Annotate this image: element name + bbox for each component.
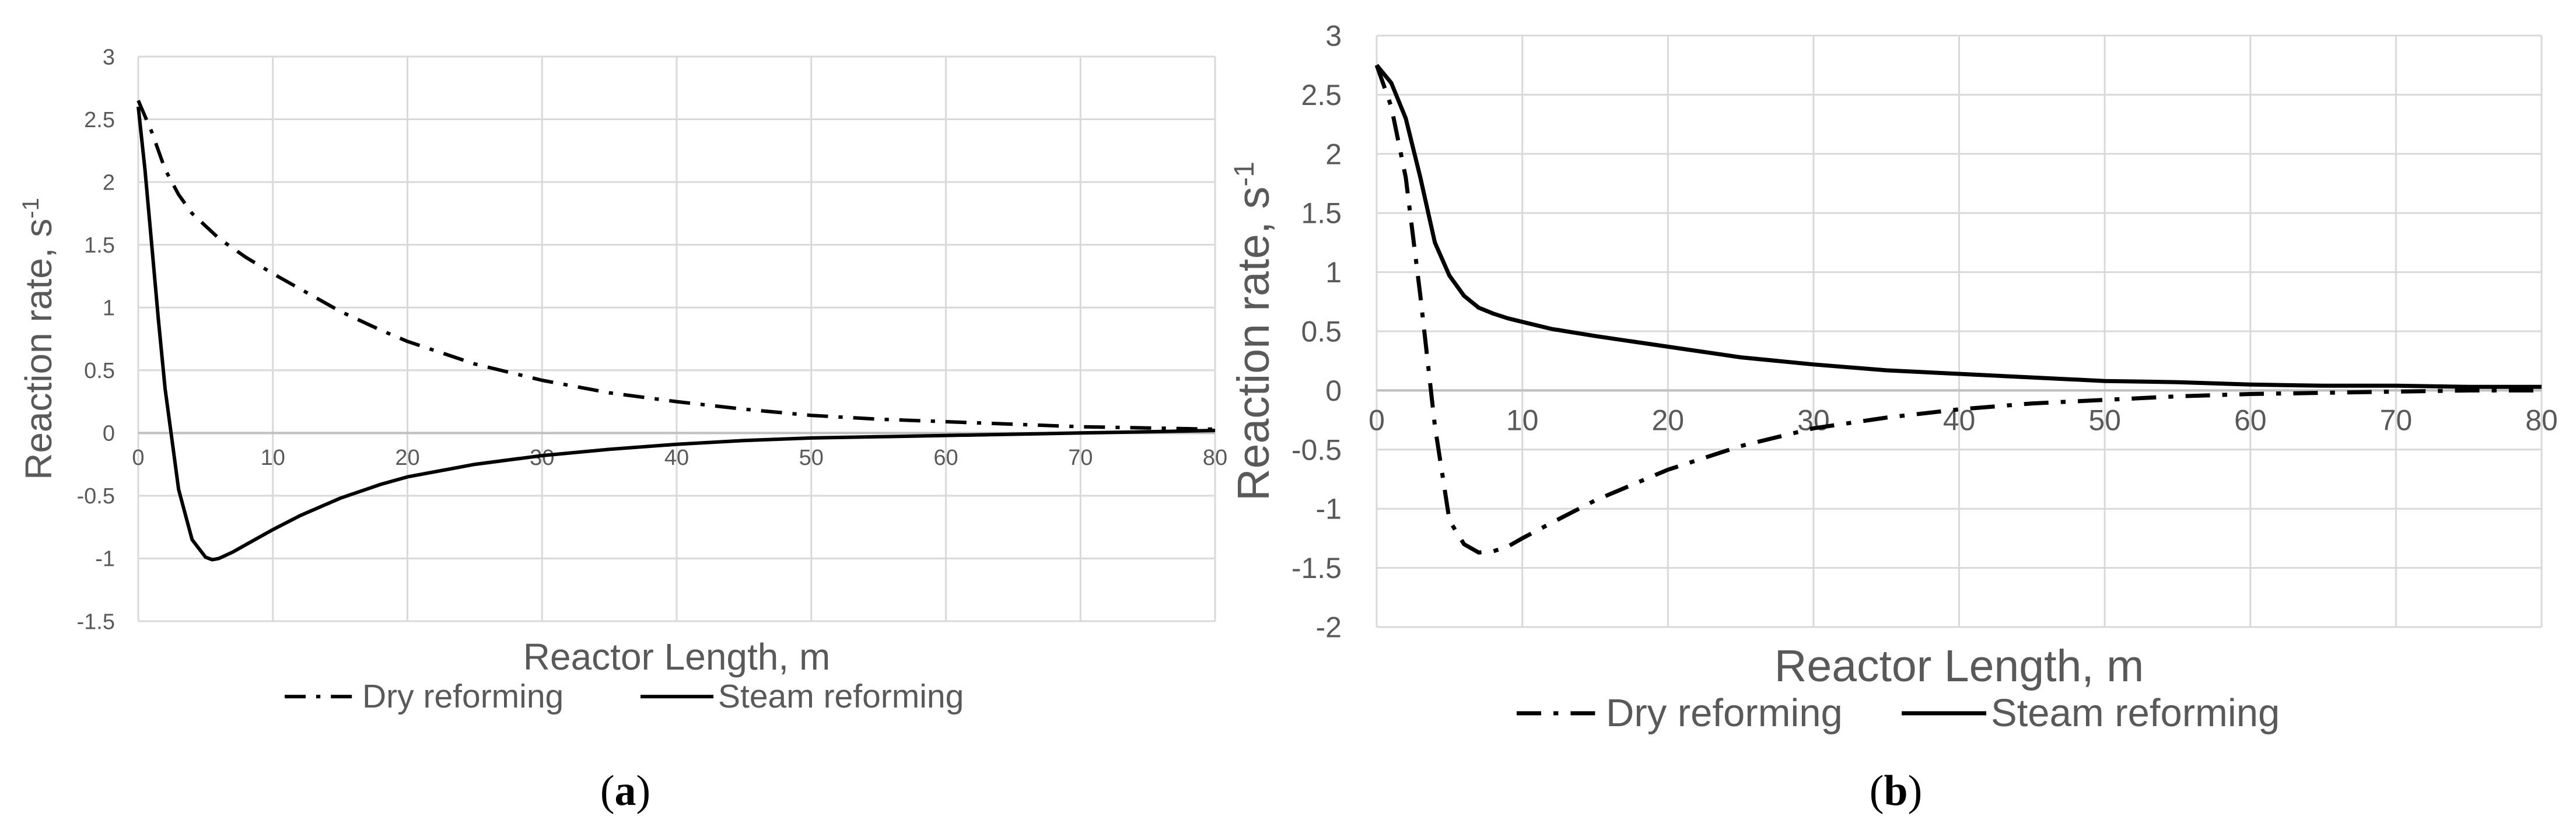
chart-panel-b: -2-1.5-1-0.500.511.522.530 10 20 30 40 50 60 70… [1228,20,2558,815]
x-tick-label: 40 [664,446,689,470]
y-axis-title-superscript: -1 [18,198,44,219]
x-tick-label: 10 [1506,404,1539,436]
series-line-dry-reforming [136,100,1216,431]
y-tick-label: 1 [1325,256,1342,289]
y-tick-label: 2 [103,170,115,195]
y-tick-label: 2.5 [84,108,115,132]
x-tick-label: 50 [799,446,824,470]
legend-label: Dry reforming [1606,691,1843,735]
y-tick-label: -1.5 [77,610,115,634]
y-tick-label: 3 [1325,20,1342,52]
x-tick-label: 30 [1797,404,1830,436]
x-tick-label: 70 [2380,404,2413,436]
y-axis-title: Reaction rate, s-1 [18,198,60,480]
legend: Dry reforming Steam reforming [285,678,964,715]
x-tick-label: 60 [933,446,958,470]
x-tick-label: 10 [261,446,285,470]
series-line-dry-reforming [1374,64,2542,555]
y-tick-label: 3 [103,45,115,69]
x-tick-label: 60 [2234,404,2267,436]
y-tick-label: 1.5 [84,233,115,258]
legend-label: Steam reforming [1991,691,2280,735]
x-tick-label: 0 [132,446,144,470]
x-tick-label: 20 [395,446,419,470]
y-tick-label: -1 [1316,493,1342,526]
y-tick-label: -1 [95,547,115,572]
x-tick-label: 80 [1203,446,1227,470]
y-tick-label: -0.5 [1292,433,1342,466]
panel-label: (b) [1870,767,1922,815]
panel-label: (a) [600,767,650,815]
y-axis-title-superscript: -1 [1229,162,1260,187]
y-tick-label: 0 [1325,374,1342,407]
y-tick-label: -2 [1316,611,1342,644]
y-axis-title: Reaction rate, s-1 [1228,162,1279,501]
x-axis-title: Reactor Length, m [523,636,831,678]
y-tick-label: 0 [103,422,115,446]
legend-label: Steam reforming [718,678,964,715]
y-tick-label: 2 [1325,138,1342,170]
x-tick-label: 50 [2088,404,2121,436]
x-tick-label: 70 [1068,446,1093,470]
y-tick-label: 0.5 [84,359,115,383]
legend: Dry reforming Steam reforming [1517,691,2280,735]
x-axis-title: Reactor Length, m [1774,641,2144,691]
legend-label: Dry reforming [362,678,564,715]
series-line-steam-reforming [136,106,1216,562]
y-tick-label: -0.5 [77,484,115,509]
x-tick-label: 40 [1943,404,1976,436]
series-line-steam-reforming [1375,64,2542,389]
y-tick-label: 1.5 [1301,197,1342,230]
chart-panel-a: -1.5-1-0.500.511.522.530 10 20 30 40 50 60 70 80… [18,45,1227,815]
y-tick-label: -1.5 [1292,552,1342,584]
x-tick-label: 80 [2525,404,2558,436]
x-tick-label: 0 [1368,404,1385,436]
y-tick-label: 1 [103,296,115,321]
y-tick-label: 2.5 [1301,79,1342,111]
x-tick-label: 20 [1651,404,1684,436]
y-tick-label: 0.5 [1301,316,1342,348]
